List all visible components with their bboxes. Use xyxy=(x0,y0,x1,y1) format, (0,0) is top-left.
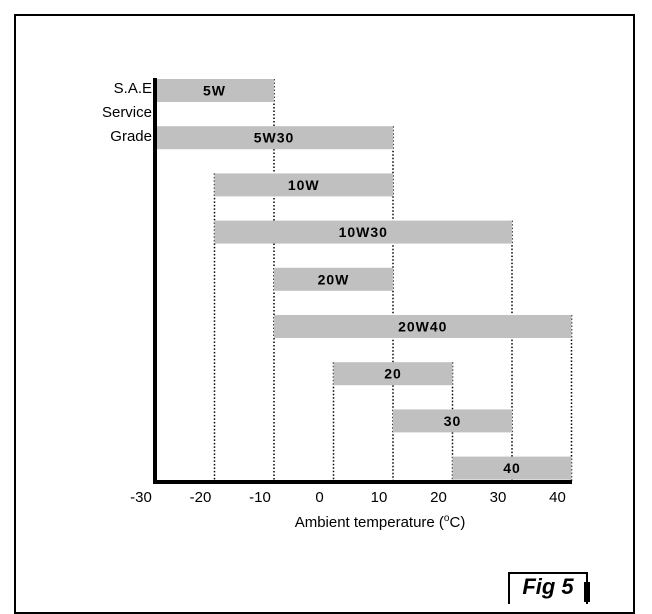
bar-40 xyxy=(452,456,572,480)
tick-layer: -30 -20 -10 0 10 20 30 40 xyxy=(130,489,566,506)
y-label-grade: Grade xyxy=(110,128,152,145)
bar-10w xyxy=(214,173,393,197)
bar-label-10w30: 10W30 xyxy=(339,224,388,240)
bar-20w40 xyxy=(274,315,572,338)
bar-label-20w40: 20W40 xyxy=(398,319,447,335)
x-tick-label: 0 xyxy=(315,489,323,506)
bar-20w xyxy=(274,267,393,291)
axis-layer xyxy=(153,78,572,484)
bar-label-20w: 20W xyxy=(318,271,350,287)
bar-label-5w: 5W xyxy=(203,83,226,99)
y-label-service: Service xyxy=(101,104,152,121)
bar-5w30 xyxy=(155,126,393,150)
bar-5w xyxy=(155,79,274,102)
figure-label: Fig 5 xyxy=(522,574,574,599)
y-label-sae: S.A.E xyxy=(113,80,152,97)
x-axis-label-main: Ambient temperature ( xyxy=(295,514,444,531)
bar-30 xyxy=(393,409,512,433)
bar-label-30: 30 xyxy=(444,413,462,429)
x-tick-label: 30 xyxy=(490,489,507,506)
figure-label-shadow xyxy=(584,582,590,602)
bar-label-10w: 10W xyxy=(288,177,320,193)
bar-20 xyxy=(333,362,453,386)
bar-label-40: 40 xyxy=(503,460,521,476)
x-axis-label-unit: o xyxy=(444,513,450,524)
bar-label-20: 20 xyxy=(384,366,402,382)
x-axis-label-end: C) xyxy=(449,514,465,531)
bar-label-5w30: 5W30 xyxy=(254,130,295,146)
x-tick-label: -10 xyxy=(249,489,271,506)
x-tick-label: 10 xyxy=(371,489,388,506)
x-axis-label: Ambient temperature (oC) xyxy=(295,513,466,531)
figure-frame xyxy=(14,14,635,614)
figure-label-box: Fig 5 xyxy=(508,572,588,604)
chart-svg: 5W 5W30 10W 10W30 20W 20W40 20 30 40 -30 -20 -10 0 1… xyxy=(130,78,573,531)
x-tick-label: -30 xyxy=(130,489,152,506)
x-tick-label: 40 xyxy=(549,489,566,506)
bar-10w30 xyxy=(214,220,512,244)
x-tick-label: -20 xyxy=(190,489,212,506)
bar-layer: 5W 5W30 10W 10W30 20W 20W40 20 30 40 xyxy=(155,79,572,480)
x-tick-label: 20 xyxy=(430,489,447,506)
